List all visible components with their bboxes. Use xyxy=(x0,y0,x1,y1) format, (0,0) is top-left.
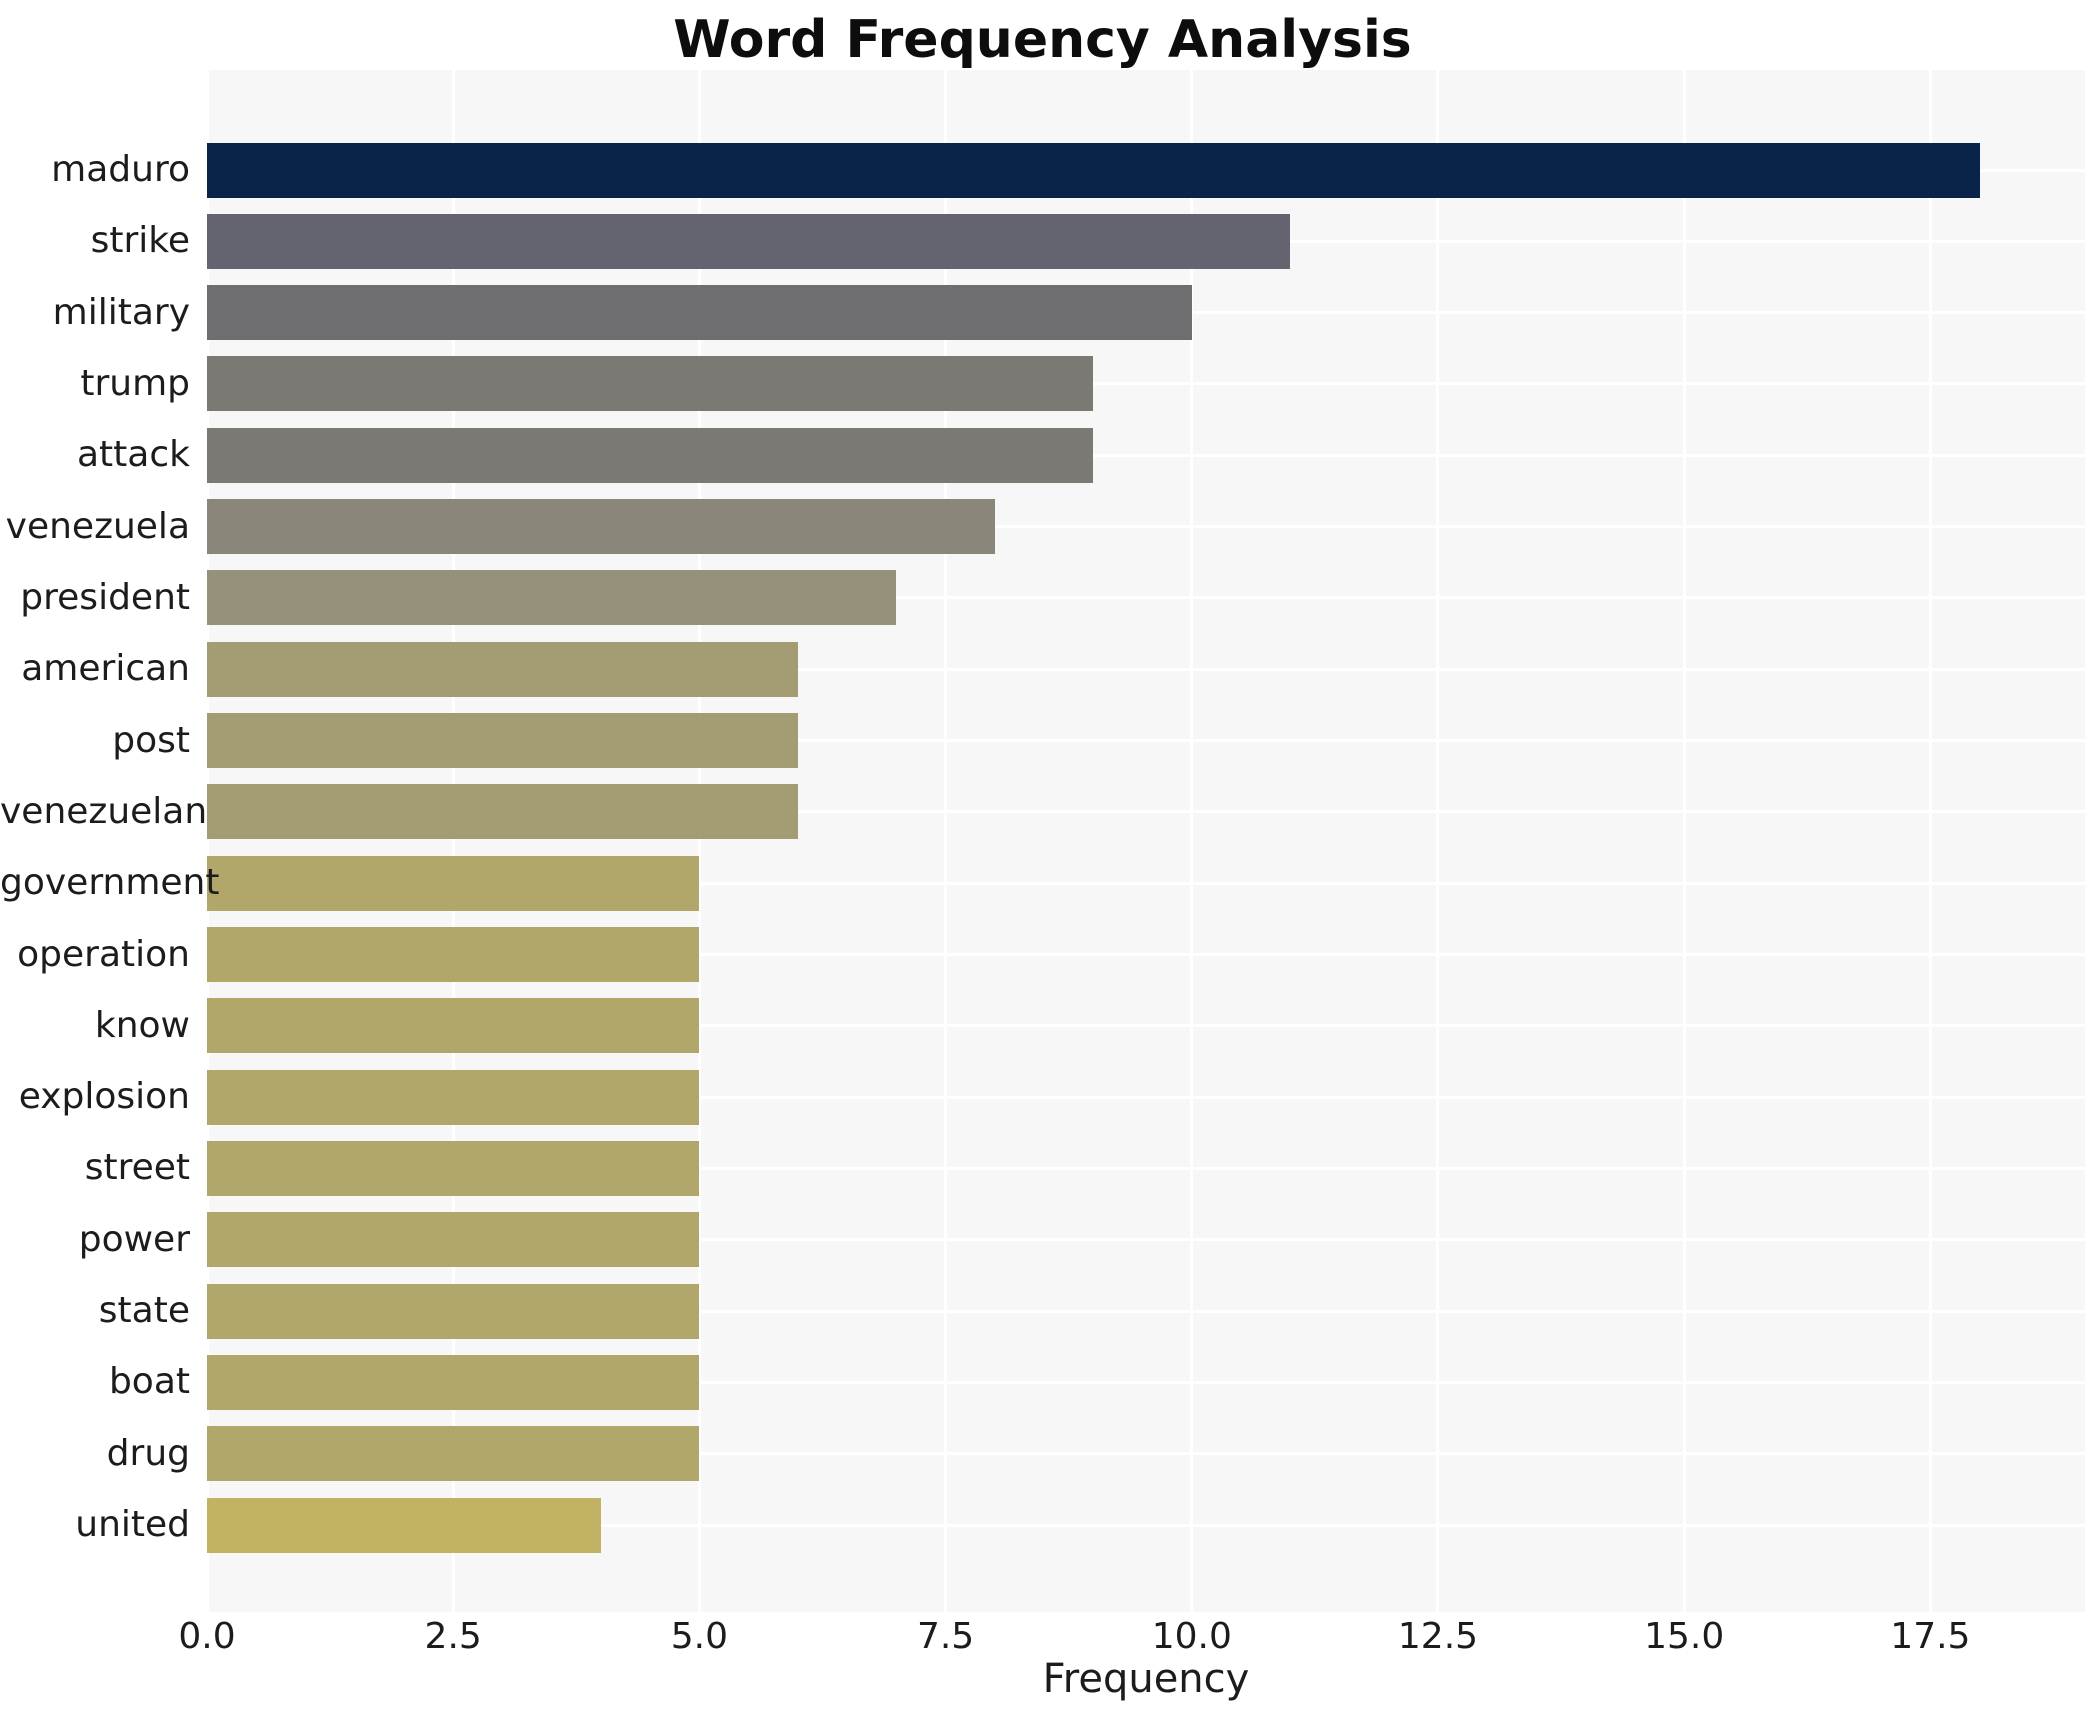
bar-american xyxy=(207,641,798,697)
horizontal-gridline xyxy=(207,881,2085,885)
horizontal-gridline xyxy=(207,525,2085,529)
horizontal-gridline xyxy=(207,1523,2085,1527)
horizontal-gridline xyxy=(207,953,2085,957)
horizontal-gridline xyxy=(207,453,2085,457)
bar-maduro xyxy=(207,142,1980,198)
vertical-gridline xyxy=(1682,70,1686,1612)
bar-venezuelan xyxy=(207,784,798,840)
y-tick-label-military: military xyxy=(52,291,190,333)
horizontal-gridline xyxy=(207,1166,2085,1170)
bar-president xyxy=(207,570,897,626)
chart-title: Word Frequency Analysis xyxy=(673,10,1412,70)
horizontal-gridline xyxy=(207,1095,2085,1099)
vertical-gridline xyxy=(1928,70,1932,1612)
bar-military xyxy=(207,285,1192,341)
horizontal-gridline xyxy=(207,739,2085,743)
x-tick-label-2.5: 2.5 xyxy=(424,1616,482,1657)
vertical-gridline xyxy=(205,70,209,1612)
y-tick-label-know: know xyxy=(94,1004,190,1046)
bar-operation xyxy=(207,927,700,983)
y-tick-label-boat: boat xyxy=(108,1361,190,1403)
vertical-gridline xyxy=(697,70,701,1612)
plot-area xyxy=(205,70,2085,1612)
x-tick-label-5.0: 5.0 xyxy=(670,1616,729,1657)
bar-trump xyxy=(207,356,1094,412)
bar-street xyxy=(207,1140,700,1196)
bar-explosion xyxy=(207,1069,700,1125)
horizontal-gridline xyxy=(207,667,2085,671)
y-tick-label-attack: attack xyxy=(77,434,190,476)
bar-boat xyxy=(207,1354,700,1410)
y-tick-label-post: post xyxy=(112,719,190,761)
y-tick-label-street: street xyxy=(84,1147,190,1189)
bar-strike xyxy=(207,213,1291,269)
x-axis-label: Frequency xyxy=(1042,1656,1250,1702)
y-tick-label-president: president xyxy=(20,576,190,618)
x-tick-label-10.0: 10.0 xyxy=(1151,1616,1232,1657)
x-tick-label-12.5: 12.5 xyxy=(1397,1616,1479,1657)
bar-venezuela xyxy=(207,499,995,555)
y-tick-label-operation: operation xyxy=(17,933,190,975)
horizontal-gridline xyxy=(207,1380,2085,1384)
y-tick-label-maduro: maduro xyxy=(51,149,190,190)
bar-united xyxy=(207,1497,601,1553)
bar-post xyxy=(207,713,798,769)
horizontal-gridline xyxy=(207,596,2085,600)
horizontal-gridline xyxy=(207,382,2085,386)
x-tick-label-17.5: 17.5 xyxy=(1890,1616,1971,1657)
vertical-gridline xyxy=(451,70,455,1612)
horizontal-gridline xyxy=(207,1024,2085,1028)
horizontal-gridline xyxy=(207,1238,2085,1242)
bar-power xyxy=(207,1212,700,1268)
bar-know xyxy=(207,998,700,1054)
vertical-gridline xyxy=(1190,70,1194,1612)
y-tick-label-united: united xyxy=(75,1504,190,1546)
bar-government xyxy=(207,855,700,911)
bar-state xyxy=(207,1283,700,1339)
horizontal-gridline xyxy=(207,1309,2085,1313)
y-tick-label-state: state xyxy=(98,1290,190,1332)
x-tick-label-15.0: 15.0 xyxy=(1644,1616,1725,1657)
y-tick-label-venezuela: venezuela xyxy=(5,505,190,547)
vertical-gridline xyxy=(1436,70,1440,1612)
y-tick-label-american: american xyxy=(21,648,190,690)
y-tick-label-venezuelan: venezuelan xyxy=(0,790,208,832)
x-tick-label-0.0: 0.0 xyxy=(178,1616,236,1657)
bar-attack xyxy=(207,427,1094,483)
y-tick-label-government: government xyxy=(0,862,220,904)
y-tick-label-trump: trump xyxy=(80,362,190,404)
horizontal-gridline xyxy=(207,1452,2085,1456)
x-tick-label-7.5: 7.5 xyxy=(916,1616,975,1657)
bar-drug xyxy=(207,1426,700,1482)
horizontal-gridline xyxy=(207,810,2085,814)
y-tick-label-explosion: explosion xyxy=(18,1076,190,1118)
vertical-gridline xyxy=(944,70,948,1612)
y-tick-label-drug: drug xyxy=(106,1432,190,1474)
y-tick-label-strike: strike xyxy=(90,220,190,262)
y-tick-label-power: power xyxy=(78,1218,190,1260)
